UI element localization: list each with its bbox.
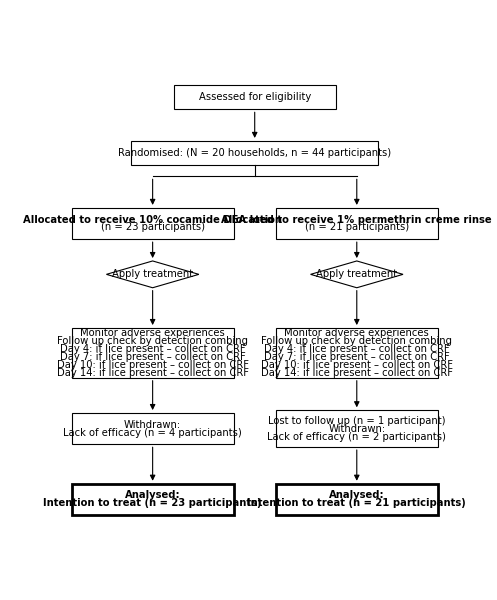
Text: Allocated to receive 10% cocamide DEA lotion: Allocated to receive 10% cocamide DEA lo… (23, 215, 282, 224)
FancyBboxPatch shape (174, 85, 335, 109)
Text: Day 7: if lice present – collect on CRF: Day 7: if lice present – collect on CRF (264, 352, 450, 362)
Text: (n = 23 participants): (n = 23 participants) (100, 223, 205, 232)
Text: Allocated to receive 1% permethrin creme rinse: Allocated to receive 1% permethrin creme… (222, 215, 492, 224)
Text: Follow up check by detection combing: Follow up check by detection combing (261, 336, 452, 346)
FancyBboxPatch shape (72, 413, 234, 445)
Text: Lack of efficacy (n = 2 participants): Lack of efficacy (n = 2 participants) (267, 431, 446, 442)
Text: Lack of efficacy (n = 4 participants): Lack of efficacy (n = 4 participants) (63, 428, 242, 437)
Text: Lost to follow up (n = 1 participant): Lost to follow up (n = 1 participant) (268, 416, 445, 426)
Polygon shape (106, 261, 199, 288)
Text: Day 14: if lice present – collect on CRF: Day 14: if lice present – collect on CRF (261, 368, 453, 377)
Text: Apply treatment: Apply treatment (316, 269, 397, 280)
Text: Follow up check by detection combing: Follow up check by detection combing (57, 336, 248, 346)
FancyBboxPatch shape (72, 208, 234, 239)
FancyBboxPatch shape (276, 208, 438, 239)
FancyBboxPatch shape (276, 484, 438, 515)
Text: Monitor adverse experiences: Monitor adverse experiences (284, 328, 429, 338)
FancyBboxPatch shape (72, 328, 234, 378)
FancyBboxPatch shape (131, 141, 378, 165)
Text: Assessed for eligibility: Assessed for eligibility (199, 92, 311, 103)
Text: Day 10: if lice present – collect on CRF: Day 10: if lice present – collect on CRF (261, 359, 453, 370)
Text: Monitor adverse experiences: Monitor adverse experiences (81, 328, 225, 338)
Text: (n = 21 participants): (n = 21 participants) (305, 223, 409, 232)
FancyBboxPatch shape (276, 328, 438, 378)
Text: Analysed:: Analysed: (125, 490, 180, 500)
FancyBboxPatch shape (72, 484, 234, 515)
Text: Intention to treat (n = 23 participants): Intention to treat (n = 23 participants) (43, 498, 262, 508)
Text: Analysed:: Analysed: (329, 490, 385, 500)
Text: Intention to treat (n = 21 participants): Intention to treat (n = 21 participants) (248, 498, 466, 508)
Polygon shape (311, 261, 403, 288)
Text: Day 10: if lice present – collect on CRF: Day 10: if lice present – collect on CRF (57, 359, 248, 370)
Text: Withdrawn:: Withdrawn: (328, 424, 385, 434)
FancyBboxPatch shape (276, 410, 438, 447)
Text: Day 4: if lice present – collect on CRF: Day 4: if lice present – collect on CRF (60, 344, 246, 354)
Text: Day 14: if lice present – collect on CRF: Day 14: if lice present – collect on CRF (57, 368, 248, 377)
Text: Withdrawn:: Withdrawn: (124, 420, 181, 430)
Text: Randomised: (N = 20 households, n = 44 participants): Randomised: (N = 20 households, n = 44 p… (118, 148, 391, 158)
Text: Day 4: if lice present – collect on CRF: Day 4: if lice present – collect on CRF (264, 344, 450, 354)
Text: Apply treatment: Apply treatment (112, 269, 193, 280)
Text: Day 7: if lice present – collect on CRF: Day 7: if lice present – collect on CRF (60, 352, 246, 362)
